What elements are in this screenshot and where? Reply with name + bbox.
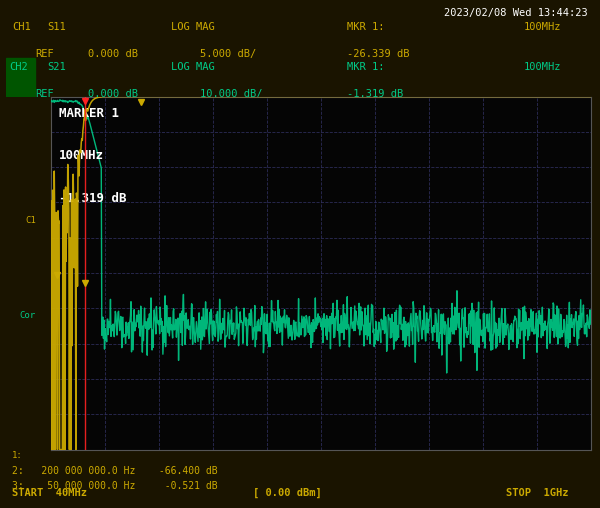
Text: -1.319 dB: -1.319 dB (59, 192, 127, 205)
Text: C1: C1 (25, 215, 36, 225)
Text: 1:: 1: (12, 451, 23, 460)
Text: LOG MAG: LOG MAG (170, 62, 214, 72)
Text: MARKER 1: MARKER 1 (59, 107, 119, 120)
Text: START  40MHz: START 40MHz (12, 488, 87, 498)
Text: CH2: CH2 (9, 62, 28, 72)
Text: MKR 1:: MKR 1: (347, 62, 385, 72)
Text: STOP  1GHz: STOP 1GHz (506, 488, 568, 498)
Text: MKR 1:: MKR 1: (347, 21, 385, 31)
Text: Cor: Cor (20, 311, 36, 320)
Text: 10.000 dB/: 10.000 dB/ (200, 89, 263, 99)
Text: REF: REF (35, 49, 54, 59)
Text: 2023/02/08 Wed 13:44:23: 2023/02/08 Wed 13:44:23 (445, 8, 588, 18)
Text: 3:    50 000 000.0 Hz     -0.521 dB: 3: 50 000 000.0 Hz -0.521 dB (12, 481, 218, 491)
Text: REF: REF (35, 89, 54, 99)
Text: 0.000 dB: 0.000 dB (88, 49, 139, 59)
Text: 100MHz: 100MHz (59, 149, 104, 163)
Bar (6, 58, 35, 97)
Text: [ 0.00 dBm]: [ 0.00 dBm] (253, 487, 322, 498)
Text: -26.339 dB: -26.339 dB (347, 49, 410, 59)
Text: S21: S21 (47, 62, 66, 72)
Text: S11: S11 (47, 21, 66, 31)
Text: 2:   200 000 000.0 Hz    -66.400 dB: 2: 200 000 000.0 Hz -66.400 dB (12, 465, 218, 475)
Text: 0.000 dB: 0.000 dB (88, 89, 139, 99)
Text: -1.319 dB: -1.319 dB (347, 89, 403, 99)
Text: CH1: CH1 (12, 21, 31, 31)
Text: 100MHz: 100MHz (523, 62, 561, 72)
Text: 100MHz: 100MHz (523, 21, 561, 31)
Text: LOG MAG: LOG MAG (170, 21, 214, 31)
Text: 5.000 dB/: 5.000 dB/ (200, 49, 256, 59)
